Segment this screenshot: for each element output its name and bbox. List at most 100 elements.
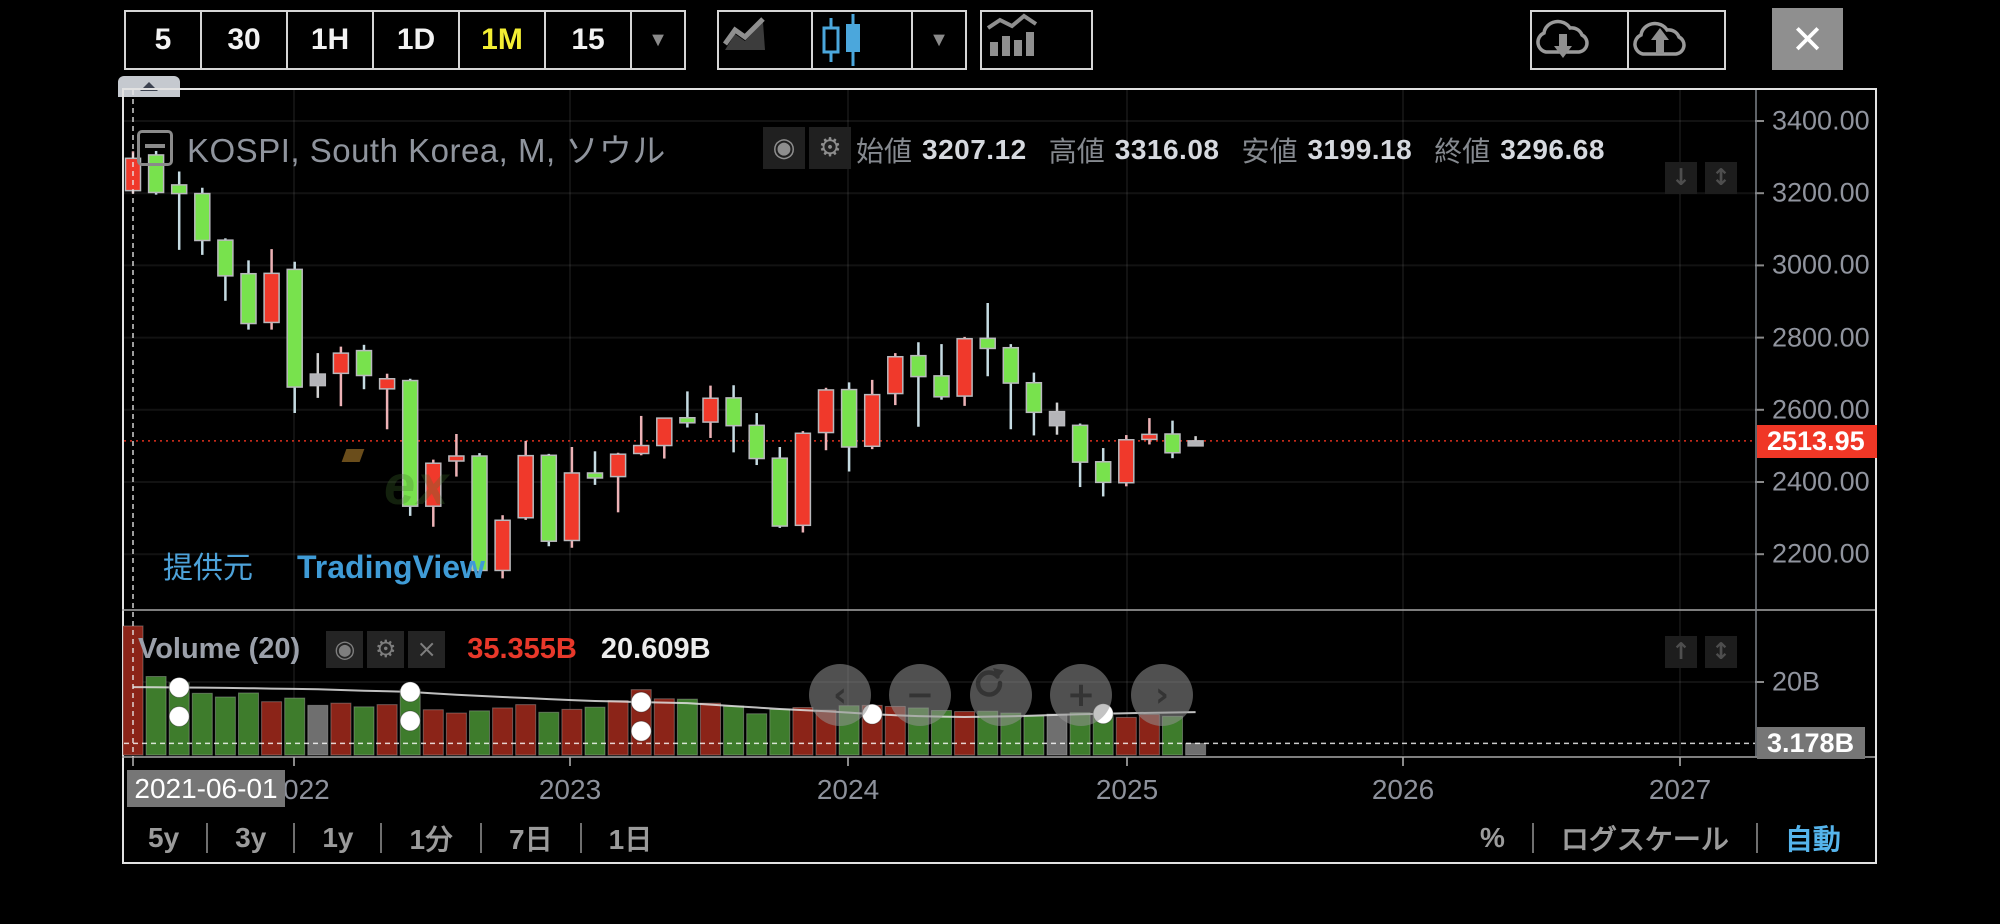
volume-bar xyxy=(422,709,444,756)
zoom-in-button[interactable]: + xyxy=(1050,664,1112,726)
volume-pane-move-up-button[interactable]: ↑ xyxy=(1665,636,1697,668)
close-icon: × xyxy=(416,635,437,663)
zoom-out-button[interactable]: − xyxy=(889,664,951,726)
volume-bar xyxy=(584,706,606,756)
candle-body xyxy=(425,462,442,507)
timeframe-label: 1H xyxy=(310,23,350,56)
candle-body xyxy=(1048,410,1066,427)
volume-bar xyxy=(261,701,283,756)
volume-settings-button[interactable]: ⚙ xyxy=(367,630,405,668)
candle-body xyxy=(863,393,881,448)
reset-view-button[interactable] xyxy=(970,664,1032,726)
timeframe-button-1m-active[interactable]: 1M xyxy=(458,10,546,70)
scroll-right-button[interactable]: › xyxy=(1131,664,1193,726)
arrow-up-down-icon: ↕ xyxy=(1711,639,1731,665)
candle-body xyxy=(656,417,673,447)
candle-body xyxy=(725,397,742,427)
divider xyxy=(480,823,483,853)
range-5y-button[interactable]: 5y xyxy=(148,822,180,853)
chart-frame xyxy=(122,88,1877,864)
refresh-icon xyxy=(975,668,1004,697)
time-axis-label: 2024 xyxy=(816,774,880,805)
ohlc-readout: 始値 3207.12 高値 3316.08 安値 3199.18 終値 3296.68 xyxy=(856,130,1605,170)
price-pane-move-down-button[interactable]: ↓ xyxy=(1665,162,1697,194)
price-axis-label: 2600.00 xyxy=(1772,394,1870,425)
volume-value-badge: 3.178B xyxy=(1757,727,1865,760)
range-1y-button[interactable]: 1y xyxy=(322,822,354,853)
volume-bar xyxy=(330,702,352,756)
divider xyxy=(1531,823,1534,853)
price-axis-label: 2800.00 xyxy=(1772,322,1870,353)
open-value: 3207.12 xyxy=(922,134,1027,165)
volume-bar xyxy=(653,698,675,756)
candle-body xyxy=(1141,433,1158,441)
candle-body xyxy=(1071,424,1089,463)
range-1d-button[interactable]: 1日 xyxy=(608,824,653,855)
close-icon: × xyxy=(1792,10,1823,68)
close-label: 終値 xyxy=(1434,136,1491,167)
timeframe-button-1h[interactable]: 1H xyxy=(286,10,374,70)
price-axis-label: 3400.00 xyxy=(1772,105,1870,136)
range-3y-button[interactable]: 3y xyxy=(235,822,267,853)
candle-body xyxy=(448,455,465,462)
candlestick-chart-icon xyxy=(822,14,860,66)
open-label: 始値 xyxy=(856,136,913,167)
chevron-up-icon xyxy=(140,82,158,91)
timeframe-button-1d[interactable]: 1D xyxy=(372,10,460,70)
range-1min-button[interactable]: 1分 xyxy=(409,824,454,855)
price-pane-resize-button[interactable]: ↕ xyxy=(1705,162,1737,194)
divider xyxy=(293,823,296,853)
chart-type-candles-button[interactable] xyxy=(811,10,913,70)
eye-icon: ◉ xyxy=(334,635,356,663)
volume-bar xyxy=(492,707,514,756)
cloud-upload-button[interactable] xyxy=(1627,10,1726,70)
log-scale-button[interactable]: ログスケール xyxy=(1560,824,1729,855)
timeframe-label: 5 xyxy=(154,23,172,56)
timeframe-label: 15 xyxy=(571,23,605,56)
provider-attribution: 提供元 TradingView xyxy=(163,543,485,587)
tradingview-link[interactable]: TradingView xyxy=(297,549,485,585)
handle-dot xyxy=(399,681,421,703)
low-value: 3199.18 xyxy=(1307,134,1413,165)
close-button[interactable]: × xyxy=(1772,8,1843,70)
cloud-download-button[interactable] xyxy=(1530,10,1629,70)
range-7d-button[interactable]: 7日 xyxy=(509,824,553,855)
indicators-button[interactable] xyxy=(980,10,1093,70)
arrow-up-icon: ↑ xyxy=(1671,639,1691,665)
line-chart-icon xyxy=(722,17,765,50)
time-axis-label: 2026 xyxy=(1371,774,1435,805)
arrow-up-down-icon: ↕ xyxy=(1711,165,1731,191)
volume-pane-resize-button[interactable]: ↕ xyxy=(1705,636,1737,668)
candle-body xyxy=(910,354,927,378)
scroll-left-button[interactable]: ‹ xyxy=(809,664,871,726)
timeframe-button-30[interactable]: 30 xyxy=(200,10,288,70)
crosshair-date-badge: 2021-06-01 xyxy=(127,770,285,807)
chart-type-dropdown-button[interactable]: ▼ xyxy=(911,10,967,70)
cloud-upload-icon xyxy=(1633,21,1686,56)
series-settings-button[interactable]: ⚙ xyxy=(809,127,851,169)
auto-scale-button[interactable]: 自動 xyxy=(1784,824,1841,855)
candle-body xyxy=(170,184,188,195)
volume-bar xyxy=(307,704,329,756)
volume-remove-button[interactable]: × xyxy=(408,630,446,668)
candle-body xyxy=(679,416,696,424)
close-value: 3296.68 xyxy=(1500,134,1605,165)
percent-scale-button[interactable]: % xyxy=(1480,822,1505,853)
volume-bar xyxy=(792,707,814,756)
price-axis-label: 2200.00 xyxy=(1772,538,1870,569)
timeframe-dropdown-button[interactable]: ▼ xyxy=(630,10,686,70)
candle-body xyxy=(1025,381,1043,414)
cloud-download-icon xyxy=(1536,19,1589,58)
eye-icon: ◉ xyxy=(772,133,796,163)
divider xyxy=(380,823,383,853)
timeframe-button-5[interactable]: 5 xyxy=(124,10,202,70)
divider xyxy=(1755,823,1758,853)
series-visibility-button[interactable]: ◉ xyxy=(763,127,805,169)
volume-bar xyxy=(445,712,467,756)
volume-bar xyxy=(607,700,629,756)
range-toolbar: 5y 3y 1y 1分 7日 1日 xyxy=(148,818,652,858)
candle-body xyxy=(309,373,327,387)
volume-visibility-button[interactable]: ◉ xyxy=(326,630,364,668)
volume-axis-tick: 20B xyxy=(1772,666,1821,697)
